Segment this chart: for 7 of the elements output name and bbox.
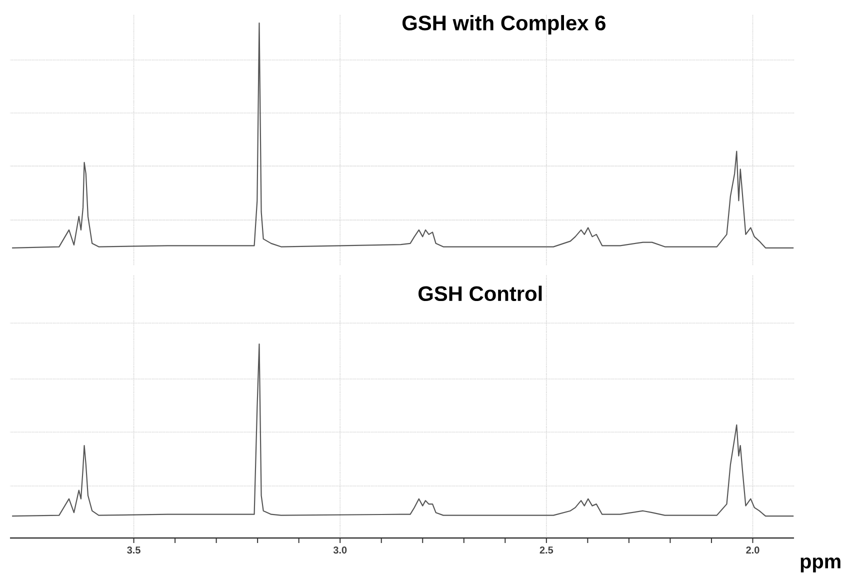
chart-title: GSH Control — [418, 286, 542, 302]
x-tick-label: 2.0 — [746, 546, 760, 554]
chart-title: GSH with Complex 6 — [402, 15, 606, 35]
x-tick-label: 2.5 — [540, 546, 554, 554]
x-tick-label: 3.5 — [127, 546, 140, 554]
x-axis-title: ppm — [800, 558, 840, 572]
x-tick-label: 3.0 — [333, 546, 347, 554]
